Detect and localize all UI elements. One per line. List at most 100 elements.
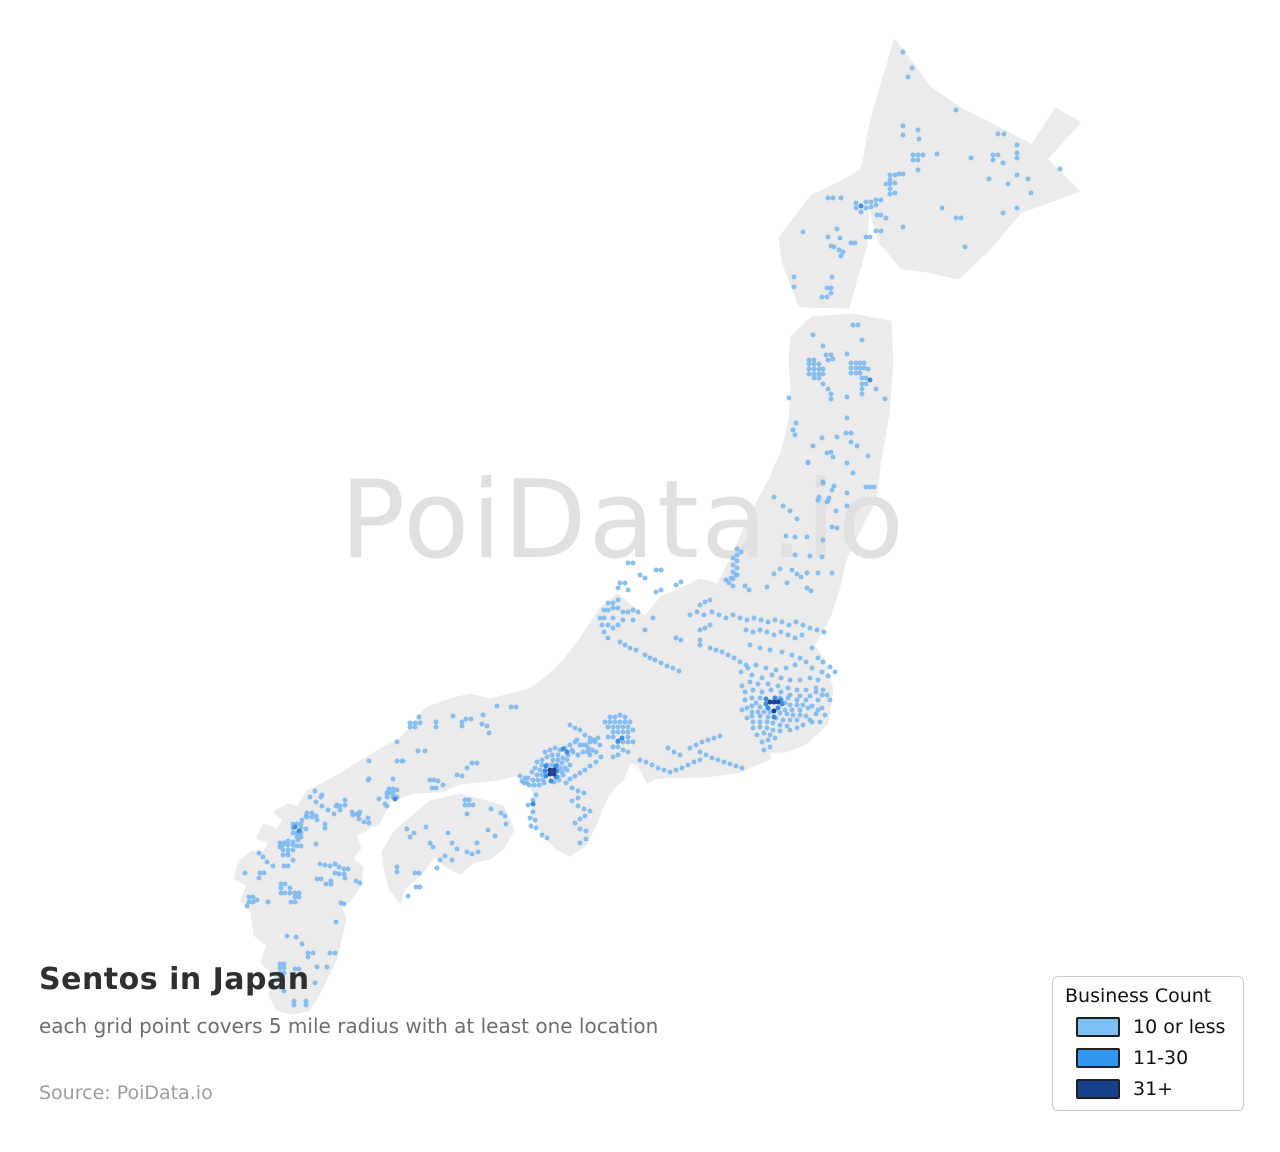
map-dot	[844, 503, 850, 509]
map-dot	[508, 704, 514, 710]
map-dot	[250, 894, 256, 900]
map-dot	[277, 974, 283, 980]
map-dot	[793, 420, 799, 426]
map-dot	[288, 899, 294, 905]
map-dot	[758, 617, 764, 623]
map-dot	[394, 864, 400, 870]
map-dot	[829, 524, 835, 530]
legend-swatch-light-icon	[1076, 1017, 1120, 1037]
map-dot	[572, 773, 578, 779]
map-dot	[394, 787, 400, 793]
map-dot	[655, 765, 661, 771]
map-dot	[536, 782, 542, 788]
map-dot	[570, 749, 576, 755]
map-dot	[531, 782, 537, 788]
map-dot	[765, 705, 771, 711]
map-dot	[803, 687, 809, 693]
map-dot	[513, 704, 519, 710]
map-dot	[707, 645, 713, 651]
map-dot	[882, 396, 888, 402]
map-dot	[691, 759, 697, 765]
map-dot	[341, 871, 347, 877]
map-dot	[764, 719, 770, 725]
map-dot	[857, 360, 863, 366]
map-dot	[805, 705, 811, 711]
map-dot	[246, 894, 252, 900]
map-dot	[542, 768, 548, 774]
map-dot	[697, 602, 703, 608]
map-dot	[589, 747, 595, 753]
map-dot	[804, 570, 810, 576]
map-dot	[463, 716, 469, 722]
map-dot	[630, 739, 636, 745]
map-dot	[547, 747, 553, 753]
map-dot	[407, 720, 413, 726]
map-dot	[327, 950, 333, 956]
map-dot	[697, 637, 703, 643]
map-dot	[794, 702, 800, 708]
map-dot	[622, 714, 628, 720]
map-dot	[853, 205, 859, 211]
map-dot	[658, 567, 664, 573]
island-kyushu	[233, 789, 374, 1015]
map-dot	[469, 760, 475, 766]
map-dot	[863, 199, 869, 205]
map-dot	[572, 739, 578, 745]
map-dot	[464, 765, 470, 771]
map-dot	[341, 901, 347, 907]
map-dot	[783, 533, 789, 539]
map-dot	[806, 366, 812, 372]
map-dot	[615, 724, 621, 730]
map-dot	[270, 863, 276, 869]
map-dot	[440, 782, 446, 788]
map-dot	[544, 754, 550, 760]
map-dot	[731, 655, 737, 661]
map-dot	[625, 560, 631, 566]
map-dot	[593, 759, 599, 765]
map-dot	[622, 580, 628, 586]
map-dot	[615, 605, 621, 611]
map-dot	[551, 767, 557, 773]
map-dot	[299, 941, 305, 947]
island-honshu	[286, 313, 894, 857]
map-dot	[563, 780, 569, 786]
map-dot	[601, 615, 607, 621]
map-dot	[844, 415, 850, 421]
map-dot	[1014, 150, 1020, 156]
map-dot	[384, 794, 390, 800]
map-dot	[610, 729, 616, 735]
map-dot	[742, 583, 748, 589]
map-dot	[665, 745, 671, 751]
map-dot	[564, 767, 570, 773]
map-dot	[838, 195, 844, 201]
map-dot	[595, 735, 601, 741]
map-dot	[524, 780, 530, 786]
map-dot	[643, 759, 649, 765]
map-dot	[303, 998, 309, 1004]
map-dot	[837, 235, 843, 241]
map-dot	[285, 838, 291, 844]
map-dot	[282, 890, 288, 896]
map-dot	[464, 849, 470, 855]
map-dot	[771, 632, 777, 638]
map-dot	[296, 890, 302, 896]
map-dot	[749, 713, 755, 719]
map-dot	[587, 735, 593, 741]
map-dot	[794, 687, 800, 693]
map-dot	[539, 757, 545, 763]
map-dot	[859, 386, 865, 392]
map-dot	[480, 712, 486, 718]
map-dot	[559, 760, 565, 766]
map-dot	[807, 693, 813, 699]
map-dot	[610, 600, 616, 606]
map-dot	[792, 534, 798, 540]
map-dot	[322, 862, 328, 868]
map-dot	[995, 131, 1001, 137]
map-dot	[552, 745, 558, 751]
map-dot	[749, 672, 755, 678]
map-dot	[739, 707, 745, 713]
map-dot	[794, 725, 800, 731]
map-dot	[738, 669, 744, 675]
map-dot	[792, 552, 798, 558]
map-dot	[412, 720, 418, 726]
